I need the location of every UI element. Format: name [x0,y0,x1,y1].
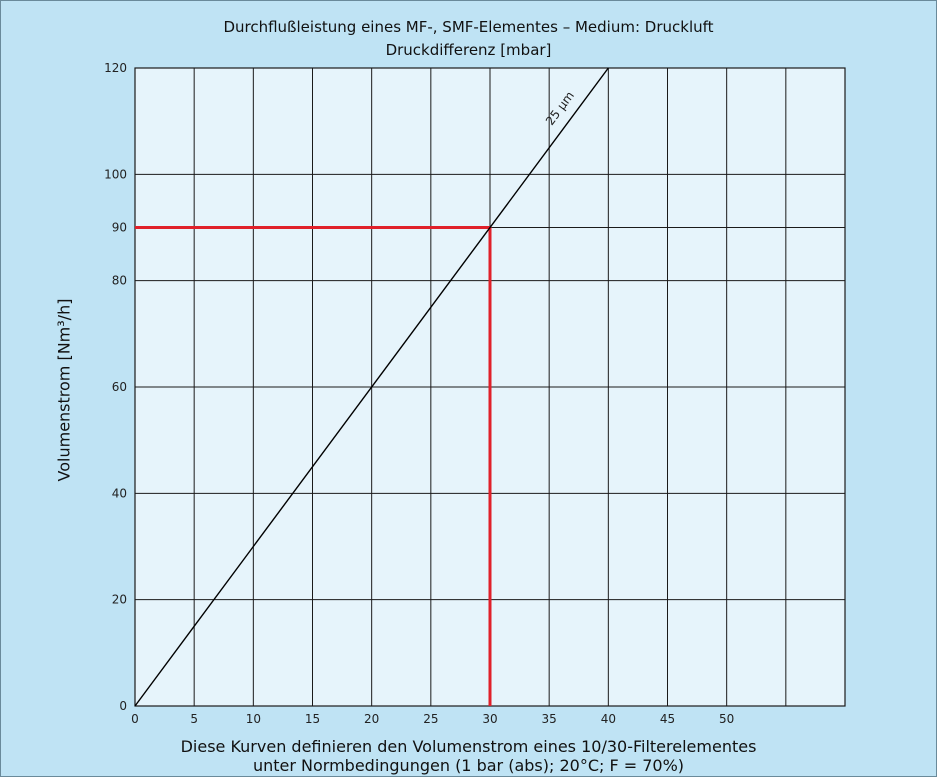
x-tick-label-15: 15 [305,712,320,726]
y-tick-label-60: 60 [112,380,127,394]
chart-title: Durchflußleistung eines MF-, SMF-Element… [223,18,714,36]
y-tick-label-90: 90 [112,221,127,235]
x-tick-label-10: 10 [246,712,261,726]
x-tick-label-20: 20 [364,712,379,726]
y-tick-label-120: 120 [104,61,127,75]
y-tick-label-20: 20 [112,593,127,607]
y-tick-label-40: 40 [112,486,127,500]
x-tick-label-40: 40 [601,712,616,726]
x-tick-label-35: 35 [542,712,557,726]
x-tick-label-5: 5 [190,712,198,726]
x-tick-label-0: 0 [131,712,139,726]
x-tick-label-45: 45 [660,712,675,726]
x-tick-label-50: 50 [719,712,734,726]
x-tick-label-25: 25 [423,712,438,726]
x-tick-label-30: 30 [482,712,497,726]
y-tick-label-100: 100 [104,167,127,181]
chart-note-line-1: Diese Kurven definieren den Volumenstrom… [180,737,757,756]
series-line-0 [134,67,609,707]
x-axis-label: Druckdifferenz [mbar] [385,41,552,59]
y-tick-label-80: 80 [112,274,127,288]
chart-note-line-2: unter Normbedingungen (1 bar (abs); 20°C… [252,756,685,775]
y-tick-label-0: 0 [119,699,127,713]
